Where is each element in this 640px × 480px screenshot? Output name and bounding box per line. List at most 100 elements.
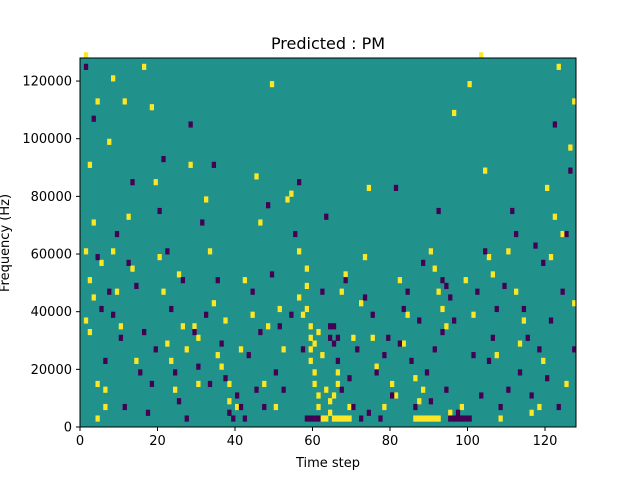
heatmap-cell-high [180, 323, 186, 330]
heatmap-cell-low [397, 340, 403, 347]
heatmap-cell-high [304, 265, 310, 272]
heatmap-background [80, 58, 576, 427]
x-tick-label: 20 [149, 434, 166, 449]
heatmap-cell-high [335, 380, 341, 388]
heatmap-cell-high [324, 386, 329, 393]
heatmap-cell-high [440, 305, 445, 313]
heatmap-cell-high [169, 357, 174, 364]
heatmap-cell-low [374, 369, 379, 376]
heatmap-cell-low [339, 386, 344, 393]
heatmap-cell-low [483, 248, 488, 255]
heatmap-cell-high [548, 254, 554, 261]
heatmap-cell-high [196, 380, 201, 388]
heatmap-cell-low [188, 121, 193, 128]
heatmap-cell-high [374, 363, 379, 370]
heatmap-cell-low [421, 259, 426, 266]
heatmap-cell-high [304, 282, 310, 290]
heatmap-cell-high [297, 248, 302, 255]
heatmap-cell-low [111, 311, 116, 318]
heatmap-cell-high [304, 305, 310, 313]
heatmap-cell-high [479, 52, 484, 59]
heatmap-cell-low [471, 352, 476, 359]
heatmap-cell-high [95, 98, 100, 105]
heatmap-cell-high [285, 196, 290, 203]
heatmap-cell-high [227, 398, 232, 405]
heatmap-cell-high [459, 403, 465, 411]
heatmap-cell-low [126, 259, 131, 266]
heatmap-cell-high [91, 219, 96, 226]
heatmap-cell-high [432, 265, 437, 272]
heatmap-cell-high [227, 380, 232, 388]
heatmap-cell-low [289, 311, 294, 318]
heatmap-cell-low [242, 415, 248, 422]
heatmap-cell-high [297, 294, 302, 301]
heatmap-cell-low [281, 386, 286, 393]
heatmap-cell-high [308, 334, 313, 341]
heatmap-cell-high [436, 288, 441, 295]
heatmap-cell-low [444, 282, 449, 290]
heatmap-cell-high [517, 340, 523, 347]
heatmap-cell-high [339, 288, 344, 295]
heatmap-cell-low [444, 386, 449, 393]
heatmap-cell-high [521, 317, 527, 324]
heatmap-cell-high [235, 403, 240, 411]
heatmap-cell-high [114, 288, 120, 295]
heatmap-cell-low [564, 230, 569, 238]
heatmap-cell-high [463, 277, 468, 284]
heatmap-cell-high [87, 277, 93, 284]
heatmap-cell-high [506, 248, 511, 255]
heatmap-cell-high [320, 352, 325, 359]
heatmap-cell-high [432, 415, 437, 422]
heatmap-cell-high [312, 380, 317, 388]
heatmap-cell-high [223, 317, 228, 324]
heatmap-cell-low [320, 288, 325, 295]
heatmap-cell-low [498, 403, 503, 411]
plot-area [79, 52, 577, 428]
heatmap-cell-high [95, 380, 100, 388]
y-axis-label: Frequency (Hz) [0, 194, 13, 292]
heatmap-cell-low [459, 415, 465, 422]
heatmap-cell-low [95, 254, 100, 261]
x-tick-label: 120 [533, 434, 558, 449]
heatmap-cell-high [572, 98, 577, 105]
heatmap-cell-low [324, 213, 329, 220]
heatmap-cell-low [382, 352, 387, 359]
heatmap-cell-low [258, 328, 263, 336]
heatmap-cell-low [145, 409, 151, 416]
heatmap-cell-low [455, 415, 461, 422]
heatmap-cell-high [176, 271, 182, 278]
heatmap-cell-low [331, 323, 337, 330]
heatmap-cell-high [258, 219, 263, 226]
heatmap-cell-low [390, 392, 395, 399]
heatmap-cell-low [223, 375, 228, 382]
heatmap-cell-high [471, 311, 476, 318]
heatmap-cell-high [99, 259, 104, 266]
heatmap-cell-high [572, 300, 577, 307]
heatmap-cell-low [204, 311, 209, 318]
heatmap-cell-low [486, 357, 492, 364]
heatmap-cell-high [452, 109, 457, 117]
heatmap-cell-low [347, 375, 352, 382]
heatmap-cell-high [568, 144, 573, 151]
heatmap-cell-high [537, 403, 542, 411]
heatmap-cell-low [533, 242, 538, 249]
heatmap-cell-high [347, 403, 352, 411]
heatmap-cell-low [107, 288, 112, 295]
heatmap-cell-low [545, 375, 550, 382]
heatmap-cell-low [506, 386, 511, 393]
heatmap-cell-low [359, 415, 364, 422]
heatmap-cell-high [157, 254, 162, 261]
heatmap-cell-high [413, 415, 418, 422]
heatmap-cell-high [467, 81, 472, 88]
heatmap-cell-low [448, 294, 453, 301]
heatmap-cell-low [161, 156, 166, 163]
heatmap-cell-high [448, 409, 453, 416]
heatmap-cell-high [413, 375, 418, 382]
heatmap-cell-high [545, 184, 550, 192]
heatmap-cell-high [397, 277, 403, 284]
heatmap-cell-high [556, 63, 561, 70]
x-tick-label: 100 [455, 434, 480, 449]
heatmap-cell-low [452, 415, 457, 422]
heatmap-cell-low [99, 305, 104, 313]
heatmap-cell-low [273, 369, 279, 376]
